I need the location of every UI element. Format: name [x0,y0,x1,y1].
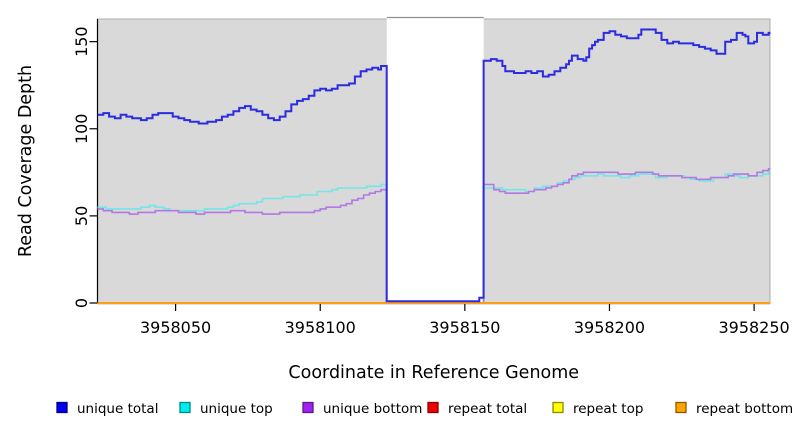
legend-item: unique bottom [302,401,422,417]
legend-swatch-repeat-bottom [675,401,687,414]
legend-item: unique total [56,401,158,417]
x-axis-title: Coordinate in Reference Genome [288,363,579,383]
x-tick-label: 3958150 [429,318,500,337]
legend-item: repeat total [427,401,527,417]
series-unique-top [97,169,771,304]
legend-item: repeat bottom [675,401,792,417]
legend-label: repeat total [448,401,527,417]
y-tick-label: 150 [72,26,91,57]
legend-label: repeat top [573,401,643,417]
legend-label: unique bottom [323,401,422,417]
legend-swatch-unique-total [56,401,68,414]
y-tick-label: 100 [72,113,91,144]
legend-swatch-unique-bottom [302,401,314,414]
legend-swatch-unique-top [179,401,191,414]
legend-swatch-repeat-top [552,401,564,414]
legend-label: repeat bottom [696,401,792,417]
x-tick-label: 3958050 [140,318,211,337]
legend-label: unique total [77,401,158,417]
x-tick-label: 3958200 [574,318,645,337]
legend-label: unique top [200,401,273,417]
series-unique-total [97,28,771,303]
y-axis-title: Read Coverage Depth [16,65,36,257]
y-tick-label: 0 [72,298,91,308]
series-unique-bottom [97,168,771,304]
legend-swatch-repeat-total [427,401,439,414]
legend-item: unique top [179,401,273,417]
series-group [97,28,771,304]
x-tick-label: 3958100 [285,318,356,337]
legend-item: repeat top [552,401,643,417]
coverage-gap-region [386,17,484,302]
x-tick-label: 3958250 [718,318,789,337]
y-tick-label: 50 [72,206,91,226]
